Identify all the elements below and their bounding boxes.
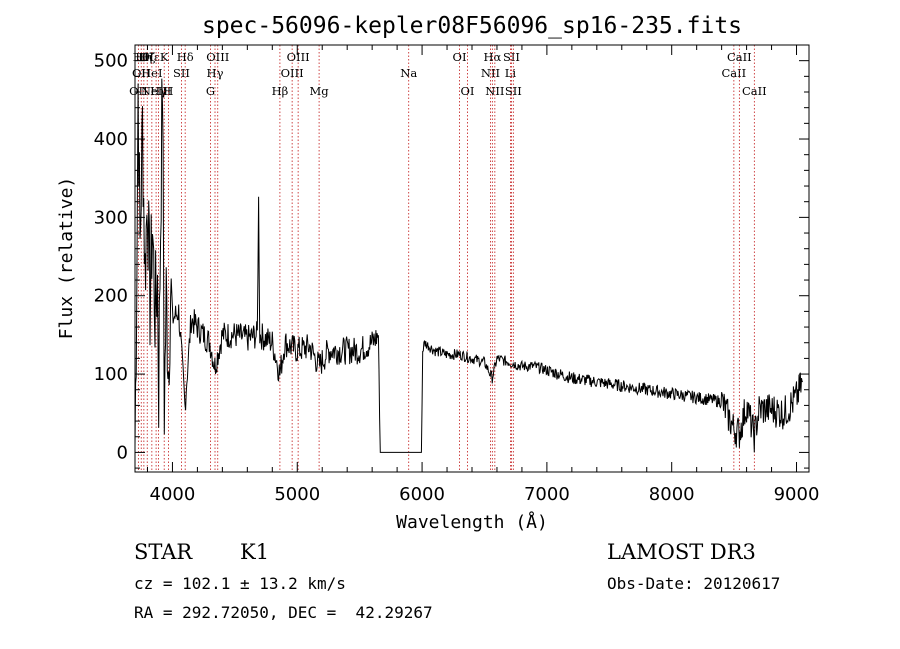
- reference-line-label: CaII: [721, 66, 746, 80]
- coordinates-text: RA = 292.72050, DEC = 42.29267: [134, 603, 433, 622]
- survey-name: LAMOST DR3: [607, 540, 756, 564]
- plot-frame: [134, 44, 810, 473]
- reference-line-label: OIII: [281, 66, 304, 80]
- reference-line-label: Mg: [310, 84, 330, 98]
- reference-line-label: NII: [485, 84, 504, 98]
- reference-line-label: G: [206, 84, 215, 98]
- x-tick-label: 5000: [274, 484, 320, 505]
- reference-line-label: NeIII: [141, 84, 172, 98]
- y-tick-label: 300: [94, 207, 128, 228]
- reference-line-label: OIII: [287, 50, 310, 64]
- y-tick-label: 400: [94, 129, 128, 150]
- reference-line-label: OI: [461, 84, 475, 98]
- reference-line-label: NII: [481, 66, 500, 80]
- obs-date-text: Obs-Date: 20120617: [607, 574, 781, 593]
- y-tick-label: 500: [94, 51, 128, 72]
- reference-line-label: K: [160, 50, 169, 64]
- reference-lines: OIIHθOIIHηHζHεHeINeIIIHγKHSIIHδGHγOIIIHβ…: [129, 45, 767, 472]
- reference-line-label: OI: [453, 50, 467, 64]
- reference-line-label: Hβ: [272, 84, 289, 98]
- reference-line-label: Hγ: [150, 84, 167, 98]
- x-tick-label: 8000: [649, 484, 695, 505]
- reference-line-label: Hγ: [207, 66, 224, 80]
- chart-title: spec-56096-kepler08F56096_sp16-235.fits: [202, 13, 742, 39]
- y-axis-label: Flux (relative): [56, 177, 77, 340]
- reference-line-label: SII: [503, 50, 520, 64]
- reference-line-label: Hδ: [177, 50, 194, 64]
- y-tick-label: 100: [94, 364, 128, 385]
- x-tick-label: 9000: [774, 484, 820, 505]
- object-class: STAR: [134, 540, 193, 564]
- y-tick-label: 200: [94, 286, 128, 307]
- reference-line-label: CaII: [742, 84, 767, 98]
- x-tick-label: 6000: [399, 484, 445, 505]
- y-tick-label: 0: [117, 442, 128, 463]
- reference-line-label: Na: [400, 66, 417, 80]
- x-tick-label: 7000: [524, 484, 570, 505]
- reference-line-label: Li: [505, 66, 517, 80]
- x-axis-label: Wavelength (Å): [396, 511, 548, 533]
- reference-line-label: HeI: [141, 66, 162, 80]
- axes: 4000 5000 6000 7000 8000 9000 0 100 200 300 400 500: [94, 44, 820, 505]
- x-tick-label: 4000: [150, 484, 196, 505]
- reference-line-label: CaII: [727, 50, 752, 64]
- reference-line-label: Hα: [483, 50, 501, 64]
- redshift-text: cz = 102.1 ± 13.2 km/s: [134, 574, 346, 593]
- reference-line-label: OIII: [206, 50, 229, 64]
- object-subclass: K1: [240, 540, 270, 564]
- reference-line-label: Hε: [144, 50, 160, 64]
- reference-line-label: SII: [173, 66, 190, 80]
- reference-line-label: H: [163, 84, 173, 98]
- spectrum-line: [134, 78, 804, 453]
- reference-line-label: SII: [505, 84, 522, 98]
